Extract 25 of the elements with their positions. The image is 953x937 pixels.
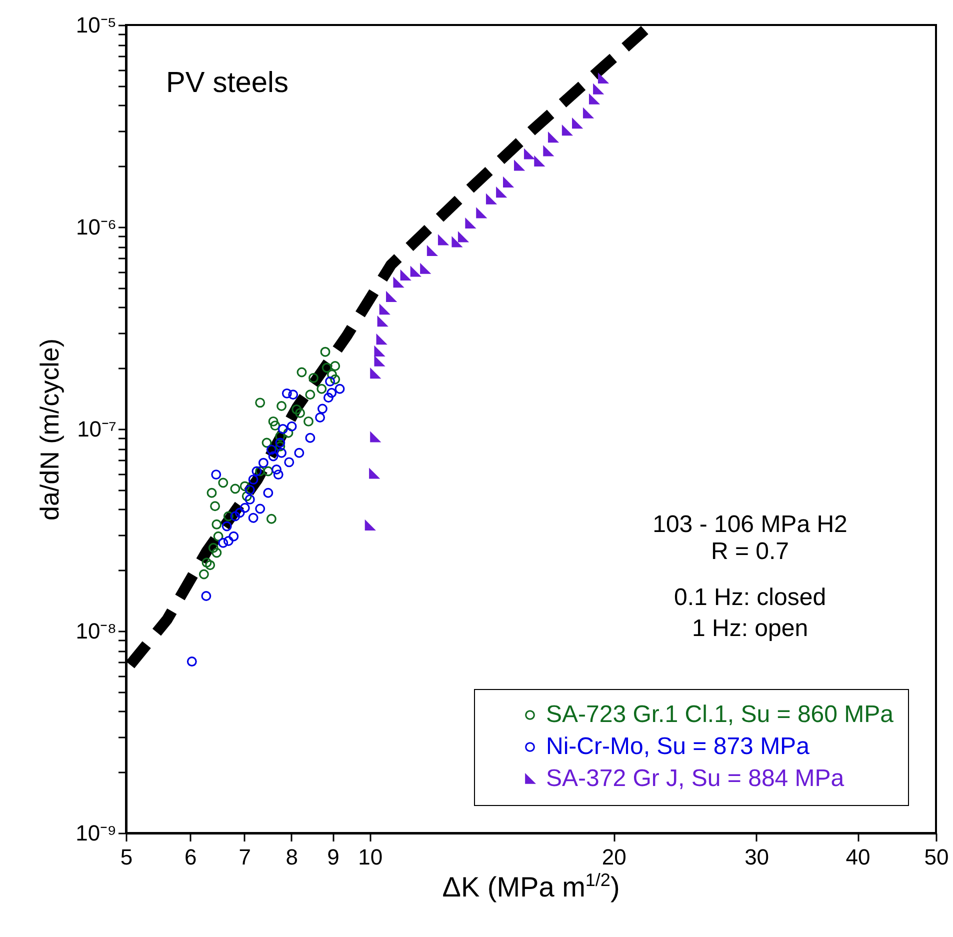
x-tick-label: 7 — [238, 844, 251, 870]
text: PV steels — [166, 67, 288, 99]
legend-label: SA-723 Gr.1 Cl.1, Su = 860 MPa — [546, 701, 894, 728]
legend-label: SA-372 Gr J, Su = 884 MPa — [546, 765, 845, 792]
y-axis-title: da/dN (m/cycle) — [34, 338, 65, 521]
annotation: 103 - 106 MPa H2 — [652, 511, 848, 538]
x-tick-label: 6 — [184, 844, 197, 870]
x-tick-label: 40 — [846, 844, 870, 870]
annotation: R = 0.7 — [710, 538, 790, 565]
x-tick-label: 9 — [327, 844, 340, 870]
y-tick-label: 10⁻⁶ — [76, 214, 116, 240]
x-tick-label: 8 — [286, 844, 298, 870]
x-axis-title: ΔK (MPa m$^{1/2}$) — [441, 870, 621, 904]
y-tick-label: 10⁻⁷ — [77, 416, 117, 442]
annotation: 0.1 Hz: closed — [674, 584, 826, 611]
y-tick-label: 10⁻⁹ — [76, 820, 116, 846]
y-tick-label: 10⁻⁵ — [76, 12, 116, 38]
x-tick-label: 10 — [358, 844, 383, 870]
y-tick-label: 10⁻⁸ — [76, 618, 116, 644]
x-tick-label: 50 — [924, 844, 949, 870]
x-tick-label: 20 — [602, 844, 626, 870]
legend-label: Ni-Cr-Mo, Su = 873 MPa — [546, 733, 810, 760]
x-tick-label: 30 — [744, 844, 770, 870]
x-tick-label: 5 — [120, 844, 133, 870]
annotation: 1 Hz: open — [692, 615, 808, 642]
